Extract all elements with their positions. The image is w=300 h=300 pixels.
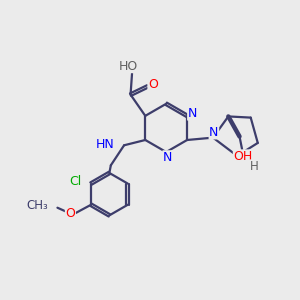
Text: HN: HN: [96, 138, 115, 151]
Text: H: H: [250, 160, 259, 173]
Text: HO: HO: [119, 60, 138, 73]
Text: OH: OH: [233, 150, 253, 163]
Text: Cl: Cl: [69, 175, 82, 188]
Text: N: N: [188, 107, 197, 120]
Text: N: N: [163, 151, 172, 164]
Text: CH₃: CH₃: [26, 199, 48, 212]
Text: O: O: [148, 78, 158, 92]
Text: O: O: [65, 207, 75, 220]
Text: N: N: [209, 126, 219, 139]
